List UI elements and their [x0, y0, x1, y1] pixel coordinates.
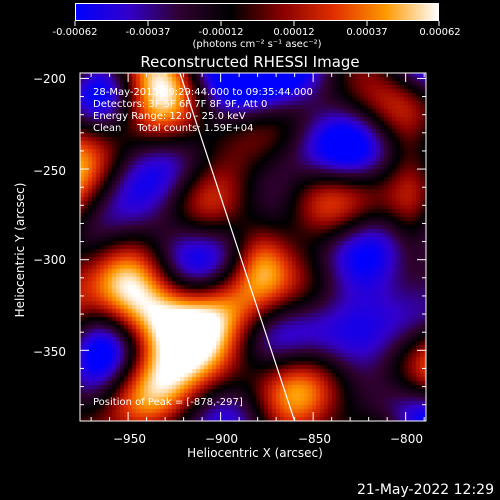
rhessi-image-heatmap [80, 73, 426, 421]
colorbar-tick-label: -0.00012 [198, 27, 244, 38]
plot-frame [79, 72, 427, 422]
annotation-detectors: Detectors: 3F 5F 6F 7F 8F 9F, Att 0 [93, 99, 268, 110]
solar-limb-line [179, 72, 296, 422]
annotation-peak-position: Position of Peak = [-878,-297] [93, 397, 243, 408]
colorbar-tick-label: 0.00012 [273, 27, 315, 38]
colorbar-tick-label: -0.00062 [52, 27, 98, 38]
colorbar-ticks [74, 21, 440, 26]
plot-title: Reconstructed RHESSI Image [140, 53, 360, 71]
x-axis-label: Heliocentric X (arcsec) [187, 446, 323, 460]
annotation-energy-range: Energy Range: 12.0 - 25.0 keV [93, 111, 246, 122]
x-tick-label: −900 [205, 432, 238, 446]
colorbar-tick-label: 0.00037 [346, 27, 388, 38]
x-tick-label: −950 [113, 432, 146, 446]
y-tick-label: −300 [33, 253, 66, 267]
y-tick-label: −350 [33, 345, 66, 359]
colorbar-tick-label: -0.00037 [125, 27, 171, 38]
x-tick-label: −850 [298, 432, 331, 446]
plot-timestamp: 21-May-2022 12:29 [356, 482, 494, 498]
x-tick-label: −800 [390, 432, 423, 446]
annotation-time-range: 28-May-2015 09:29:44.000 to 09:35:44.000 [93, 87, 313, 98]
colorbar-units-label: (photons cm⁻² s⁻¹ asec⁻²) [192, 39, 322, 50]
y-tick-label: −200 [33, 72, 66, 86]
colorbar-tick-label: 0.00062 [419, 27, 461, 38]
y-axis-label: Heliocentric Y (arcsec) [13, 182, 27, 318]
colorbar [75, 3, 439, 21]
annotation-clean-counts: Clean Total counts: 1.59E+04 [93, 123, 254, 134]
y-tick-label: −250 [33, 164, 66, 178]
